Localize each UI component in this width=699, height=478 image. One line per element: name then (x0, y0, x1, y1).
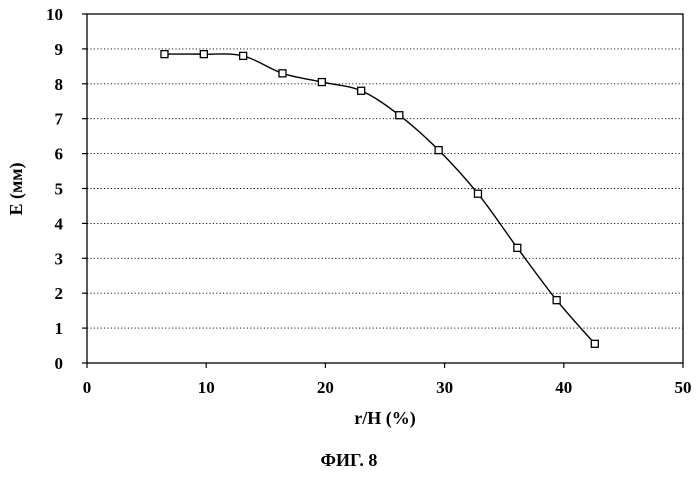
data-point-marker (514, 244, 521, 251)
y-tick-label: 6 (55, 145, 64, 164)
x-tick-label: 30 (436, 378, 453, 397)
data-point-marker (553, 297, 560, 304)
data-point-marker (396, 112, 403, 119)
figure-caption: ФИГ. 8 (321, 450, 378, 470)
y-tick-label: 10 (46, 5, 63, 24)
data-point-marker (240, 52, 247, 59)
data-point-marker (435, 147, 442, 154)
y-tick-label: 2 (55, 284, 64, 303)
data-series (161, 51, 598, 348)
y-tick-label: 0 (55, 354, 64, 373)
data-point-marker (318, 79, 325, 86)
x-axis-ticks: 0 10 20 30 40 50 (83, 363, 692, 397)
data-point-marker (591, 340, 598, 347)
series-line (164, 54, 594, 344)
y-tick-label: 3 (55, 249, 64, 268)
y-tick-label: 7 (55, 110, 64, 129)
gridlines (87, 49, 683, 328)
data-point-marker (474, 190, 481, 197)
data-point-marker (200, 51, 207, 58)
y-tick-label: 5 (55, 180, 64, 199)
x-tick-label: 10 (198, 378, 215, 397)
x-tick-label: 50 (675, 378, 692, 397)
y-axis-title: E (мм) (6, 162, 27, 215)
x-tick-label: 0 (83, 378, 92, 397)
y-axis-ticks: 0 1 2 3 4 5 6 7 8 9 10 (46, 5, 87, 373)
x-axis-title: r/H (%) (354, 408, 415, 429)
data-point-marker (358, 87, 365, 94)
y-tick-label: 9 (55, 40, 64, 59)
y-tick-label: 8 (55, 75, 64, 94)
x-tick-label: 40 (555, 378, 572, 397)
y-tick-label: 1 (55, 319, 64, 338)
data-point-marker (161, 51, 168, 58)
data-point-marker (279, 70, 286, 77)
y-tick-label: 4 (55, 214, 64, 233)
x-tick-label: 20 (317, 378, 334, 397)
